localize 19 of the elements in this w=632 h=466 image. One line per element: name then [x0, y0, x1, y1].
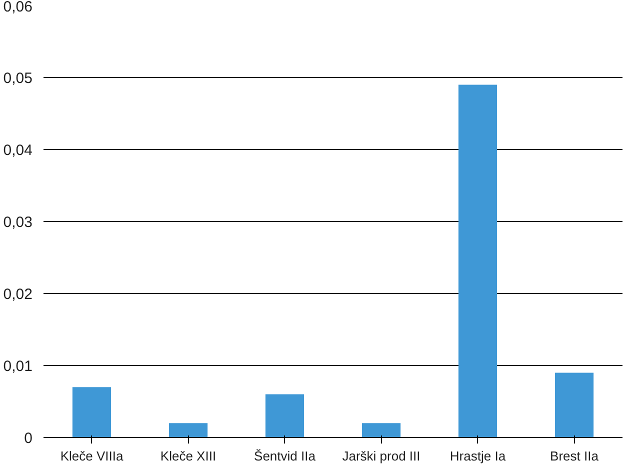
y-tick-label: 0	[24, 430, 32, 447]
bar	[362, 423, 401, 438]
x-tick-label: Kleče XIII	[160, 448, 216, 464]
bar	[458, 84, 498, 438]
bar	[554, 372, 594, 438]
y-tick-label: 0,04	[3, 142, 33, 159]
bar	[168, 423, 208, 438]
y-tick-label: 0,05	[3, 70, 33, 87]
y-tick-label: 0,02	[3, 286, 33, 303]
x-tick-label: Šentvid IIa	[254, 448, 316, 464]
x-tick-label: Jarški prod III	[342, 448, 420, 464]
bar	[265, 394, 304, 438]
x-tick-label: Hrastje Ia	[450, 448, 506, 464]
bar	[72, 387, 112, 438]
x-tick-label: Kleče VIIIa	[60, 448, 124, 464]
x-tick-label: Brest IIa	[550, 448, 600, 464]
y-tick-label: 0,03	[3, 214, 33, 231]
y-tick-label: 0,06	[3, 0, 33, 16]
y-tick-label: 0,01	[3, 358, 33, 375]
